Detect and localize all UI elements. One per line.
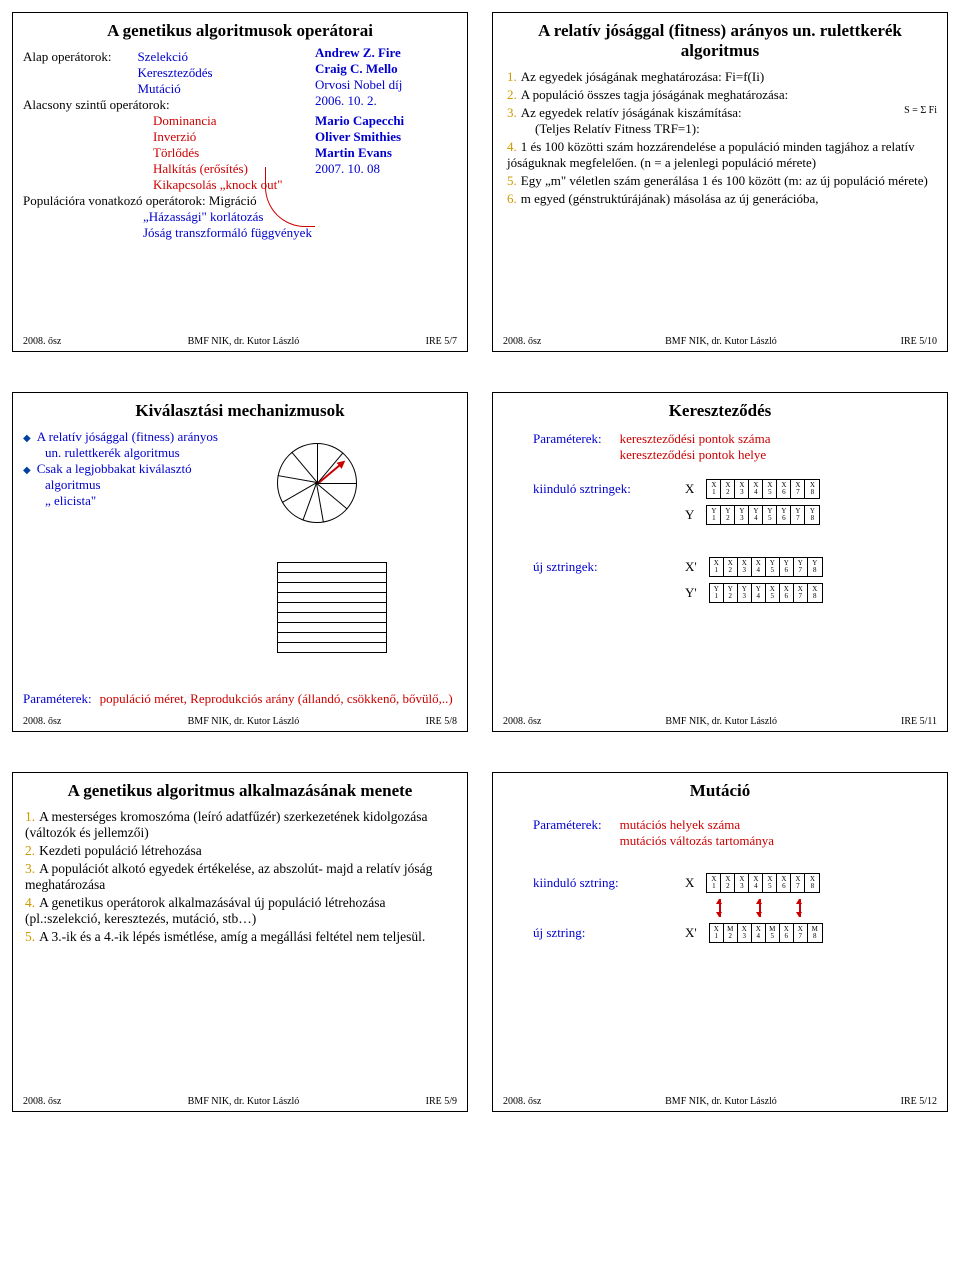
- label-josag: Jóság transzformáló függvények: [143, 225, 457, 241]
- bullet-2c: „ elicista": [45, 493, 457, 509]
- step-3: 3.Az egyedek relatív jóságának kiszámítá…: [507, 105, 937, 137]
- genestr-X: X1X2X3X4X5X6X7X8: [706, 873, 820, 893]
- page-number: IRE 5/8: [426, 716, 457, 727]
- footer-mid: BMF NIK, dr. Kutor László: [188, 1096, 300, 1107]
- op-szelekcio: Szelekció: [137, 49, 212, 65]
- nobel-mello: Craig C. Mello: [315, 61, 455, 77]
- page-number: IRE 5/9: [426, 1096, 457, 1107]
- footer-left: 2008. ősz: [23, 336, 61, 347]
- footer-mid: BMF NIK, dr. Kutor László: [188, 716, 300, 727]
- nobel-evans: Martin Evans: [315, 145, 455, 161]
- letter-Xp: X': [685, 925, 697, 941]
- letter-Y: Y: [685, 507, 694, 523]
- slide-title: Kiválasztási mechanizmusok: [23, 401, 457, 421]
- nobel-text1: Orvosi Nobel díj: [315, 77, 455, 93]
- nobel-date2: 2007. 10. 08: [315, 161, 455, 177]
- slide-title: A relatív jósággal (fitness) arányos un.…: [503, 21, 937, 61]
- nobel-fire: Andrew Z. Fire: [315, 45, 455, 61]
- footer-left: 2008. ősz: [503, 336, 541, 347]
- param-label: Paraméterek:: [23, 691, 92, 707]
- step-6: 6.m egyed (génstruktúrájának) másolása a…: [507, 191, 937, 207]
- footer-mid: BMF NIK, dr. Kutor László: [665, 1096, 777, 1107]
- step-5: 5.Egy „m" véletlen szám generálása 1 és …: [507, 173, 937, 189]
- page-number: IRE 5/12: [901, 1096, 937, 1107]
- slide-operators: A genetikus algoritmusok operátorai Alap…: [12, 12, 468, 352]
- bullet-2: Csak a legjobbakat kiválasztó: [23, 461, 457, 477]
- footer-left: 2008. ősz: [23, 716, 61, 727]
- letter-X: X: [685, 481, 694, 497]
- op-mutacio: Mutáció: [137, 81, 212, 97]
- param-values: kereszteződési pontok száma kereszteződé…: [620, 431, 771, 463]
- slide-title: Kereszteződés: [503, 401, 937, 421]
- slide-title: A genetikus algoritmusok operátorai: [23, 21, 457, 41]
- label-alap: Alap operátorok:: [23, 49, 111, 65]
- slide-title: Mutáció: [503, 781, 937, 801]
- nobel-smithies: Oliver Smithies: [315, 129, 455, 145]
- nobel-date1: 2006. 10. 2.: [315, 93, 455, 109]
- param-values: mutációs helyek száma mutációs változás …: [620, 817, 775, 849]
- formula: S = Σ Fi: [904, 105, 937, 116]
- slide-title: A genetikus algoritmus alkalmazásának me…: [23, 781, 457, 801]
- footer-left: 2008. ősz: [503, 1096, 541, 1107]
- page-number: IRE 5/7: [426, 336, 457, 347]
- footer-mid: BMF NIK, dr. Kutor László: [665, 336, 777, 347]
- step-1: 1.A mesterséges kromoszóma (leíró adatfű…: [25, 809, 457, 841]
- step-3: 3.A populációt alkotó egyedek értékelése…: [25, 861, 457, 893]
- genestr-Yp: Y1Y2Y3Y4X5X6X7X8: [709, 583, 823, 603]
- footer-left: 2008. ősz: [503, 716, 541, 727]
- slide-crossover: Kereszteződés Paraméterek: kereszteződés…: [492, 392, 948, 732]
- bullet-2b: algoritmus: [45, 477, 457, 493]
- genestr-Xp: X1M2X3X4M5X6X7M8: [709, 923, 823, 943]
- slide-selection-mechanisms: Kiválasztási mechanizmusok A relatív jós…: [12, 392, 468, 732]
- mutation-arrows: [705, 899, 937, 917]
- bullet-1b: un. rulettkerék algoritmus: [45, 445, 457, 461]
- footer-left: 2008. ősz: [23, 1096, 61, 1107]
- param-label: Paraméterek:: [533, 431, 602, 463]
- slide-roulette-algo: A relatív jósággal (fitness) arányos un.…: [492, 12, 948, 352]
- label-uj: új sztring:: [533, 925, 673, 941]
- label-kiindulo: kiinduló sztring:: [533, 875, 673, 891]
- step-1: 1.Az egyedek jóságának meghatározása: Fi…: [507, 69, 937, 85]
- letter-Yp: Y': [685, 585, 697, 601]
- slide-ga-process: A genetikus algoritmus alkalmazásának me…: [12, 772, 468, 1112]
- param-values: populáció méret, Reprodukciós arány (áll…: [100, 691, 453, 707]
- label-populaciora: Populációra vonatkozó operátorok: Migrác…: [23, 193, 457, 209]
- genestr-X: X1X2X3X4X5X6X7X8: [706, 479, 820, 499]
- label-uj: új sztringek:: [533, 559, 673, 575]
- letter-Xp: X': [685, 559, 697, 575]
- genestr-Xp: X1X2X3X4Y5Y6Y7Y8: [709, 557, 823, 577]
- bullet-1: A relatív jósággal (fitness) arányos: [23, 429, 457, 445]
- nobel-capecchi: Mario Capecchi: [315, 113, 455, 129]
- step-2: 2.Kezdeti populáció létrehozása: [25, 843, 457, 859]
- genestr-Y: Y1Y2Y3Y4Y5Y6Y7Y8: [706, 505, 820, 525]
- roulette-wheel: [277, 443, 357, 523]
- page-number: IRE 5/11: [901, 716, 937, 727]
- param-label: Paraméterek:: [533, 817, 602, 849]
- step-5: 5.A 3.-ik és a 4.-ik lépés ismétlése, am…: [25, 929, 457, 945]
- step-2: 2.A populáció összes tagja jóságának meg…: [507, 87, 937, 103]
- op-keresztezodes: Kereszteződés: [137, 65, 212, 81]
- footer-mid: BMF NIK, dr. Kutor László: [665, 716, 777, 727]
- footer-mid: BMF NIK, dr. Kutor László: [188, 336, 300, 347]
- step-4: 4.1 és 100 közötti szám hozzárendelése a…: [507, 139, 937, 171]
- row-stack: [277, 563, 387, 653]
- page-number: IRE 5/10: [901, 336, 937, 347]
- slide-mutation: Mutáció Paraméterek: mutációs helyek szá…: [492, 772, 948, 1112]
- step-4: 4.A genetikus operátorok alkalmazásával …: [25, 895, 457, 927]
- letter-X: X: [685, 875, 694, 891]
- label-kiindulo: kiinduló sztringek:: [533, 481, 673, 497]
